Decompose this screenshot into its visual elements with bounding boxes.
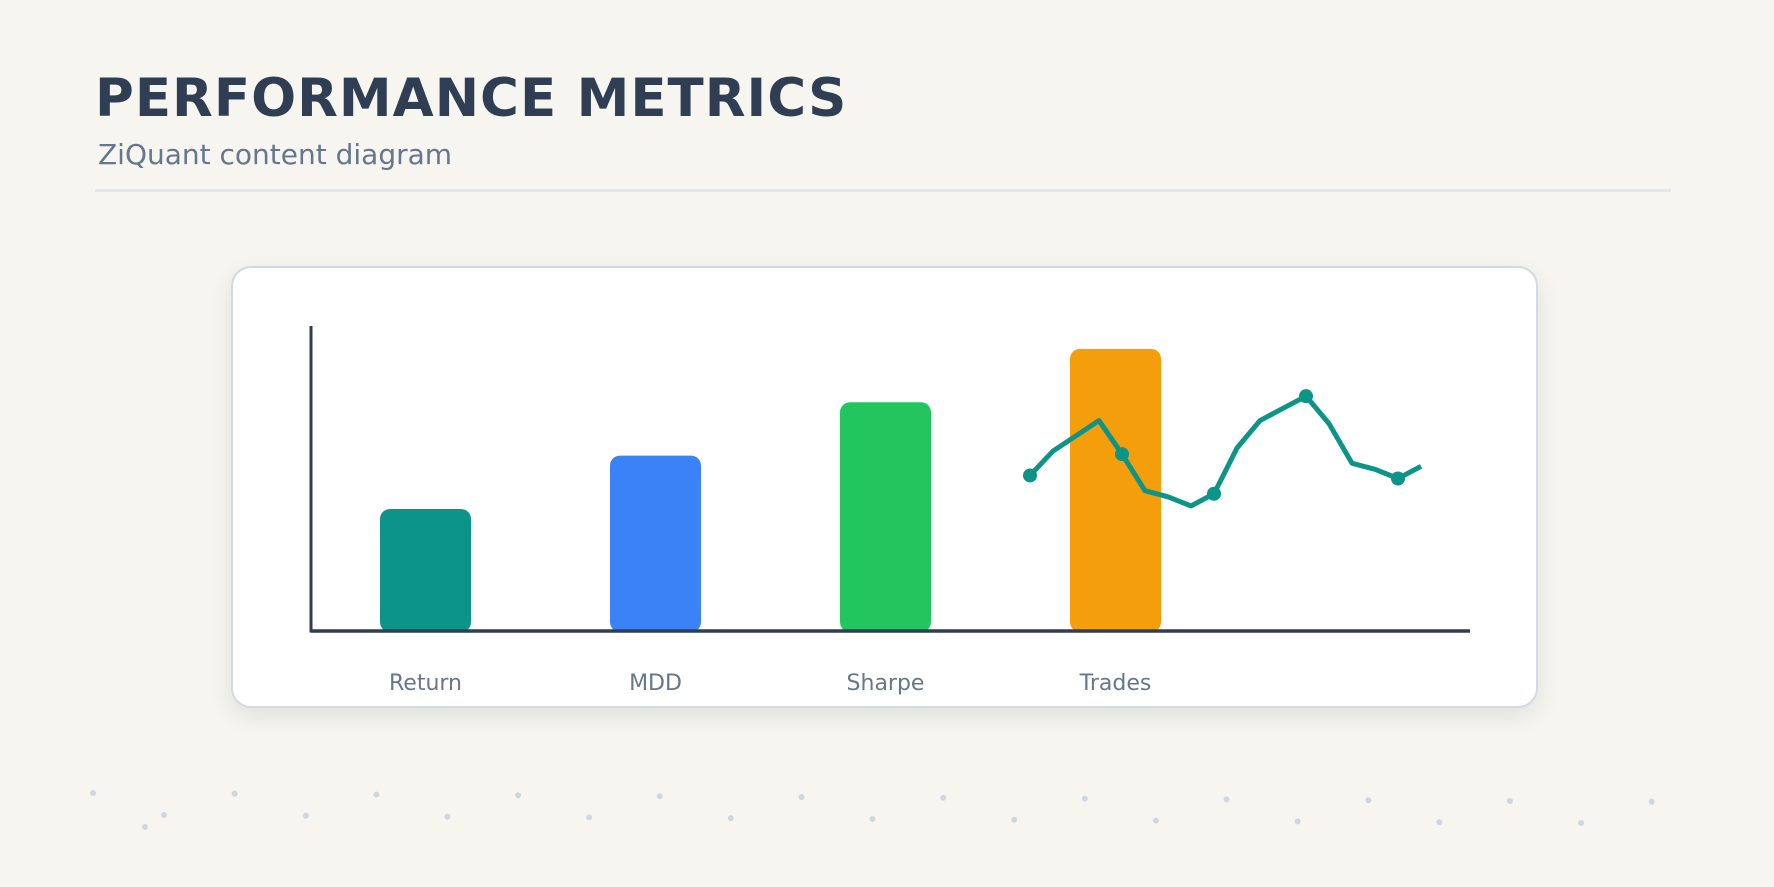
overlay-point — [1207, 486, 1221, 501]
overlay-point — [1391, 471, 1405, 486]
decor-dot — [1294, 818, 1301, 825]
x-tick-label: Return — [389, 671, 462, 696]
bar-trades — [1070, 348, 1161, 632]
decor-dot — [373, 791, 380, 798]
x-tick-label: Trades — [1079, 671, 1152, 696]
overlay-point — [1023, 468, 1037, 483]
decor-dot — [1223, 796, 1230, 803]
decor-dot — [656, 793, 663, 800]
decor-dot — [1648, 798, 1655, 805]
decor-dot — [798, 794, 805, 800]
chart-canvas: Return MDD Sharpe Trades — [309, 326, 1470, 696]
decor-dot — [302, 812, 309, 819]
decor-dot — [869, 816, 876, 822]
page-subtitle: ZiQuant content diagram — [98, 138, 453, 171]
decor-dot — [727, 815, 734, 822]
bar-sharpe — [840, 402, 931, 632]
page-title: PERFORMANCE METRICS — [95, 68, 848, 129]
decor-dot — [142, 824, 148, 830]
decor-dot — [515, 792, 522, 799]
decor-dot — [444, 813, 451, 820]
decor-dot — [1011, 816, 1018, 823]
decor-dot — [1081, 795, 1088, 802]
decor-dot — [1436, 819, 1443, 826]
x-tick-label: MDD — [629, 671, 682, 696]
decor-dot — [586, 814, 593, 821]
decorative-dots — [90, 790, 1655, 830]
decor-dot — [1578, 820, 1584, 826]
overlay-point — [1299, 389, 1313, 404]
decor-dot — [1507, 798, 1513, 804]
decor-dot — [90, 790, 96, 796]
decor-dot — [940, 794, 947, 801]
overlay-point — [1115, 447, 1129, 462]
x-tick-label: Sharpe — [847, 671, 925, 696]
header-divider — [95, 189, 1671, 192]
decor-dot — [1365, 797, 1372, 804]
bar-return — [380, 509, 471, 632]
bar-mdd — [610, 455, 701, 632]
decor-dot — [161, 812, 167, 818]
decor-dot — [1152, 817, 1159, 824]
overlay-series-line — [1028, 393, 1423, 509]
decor-dot — [231, 790, 238, 797]
